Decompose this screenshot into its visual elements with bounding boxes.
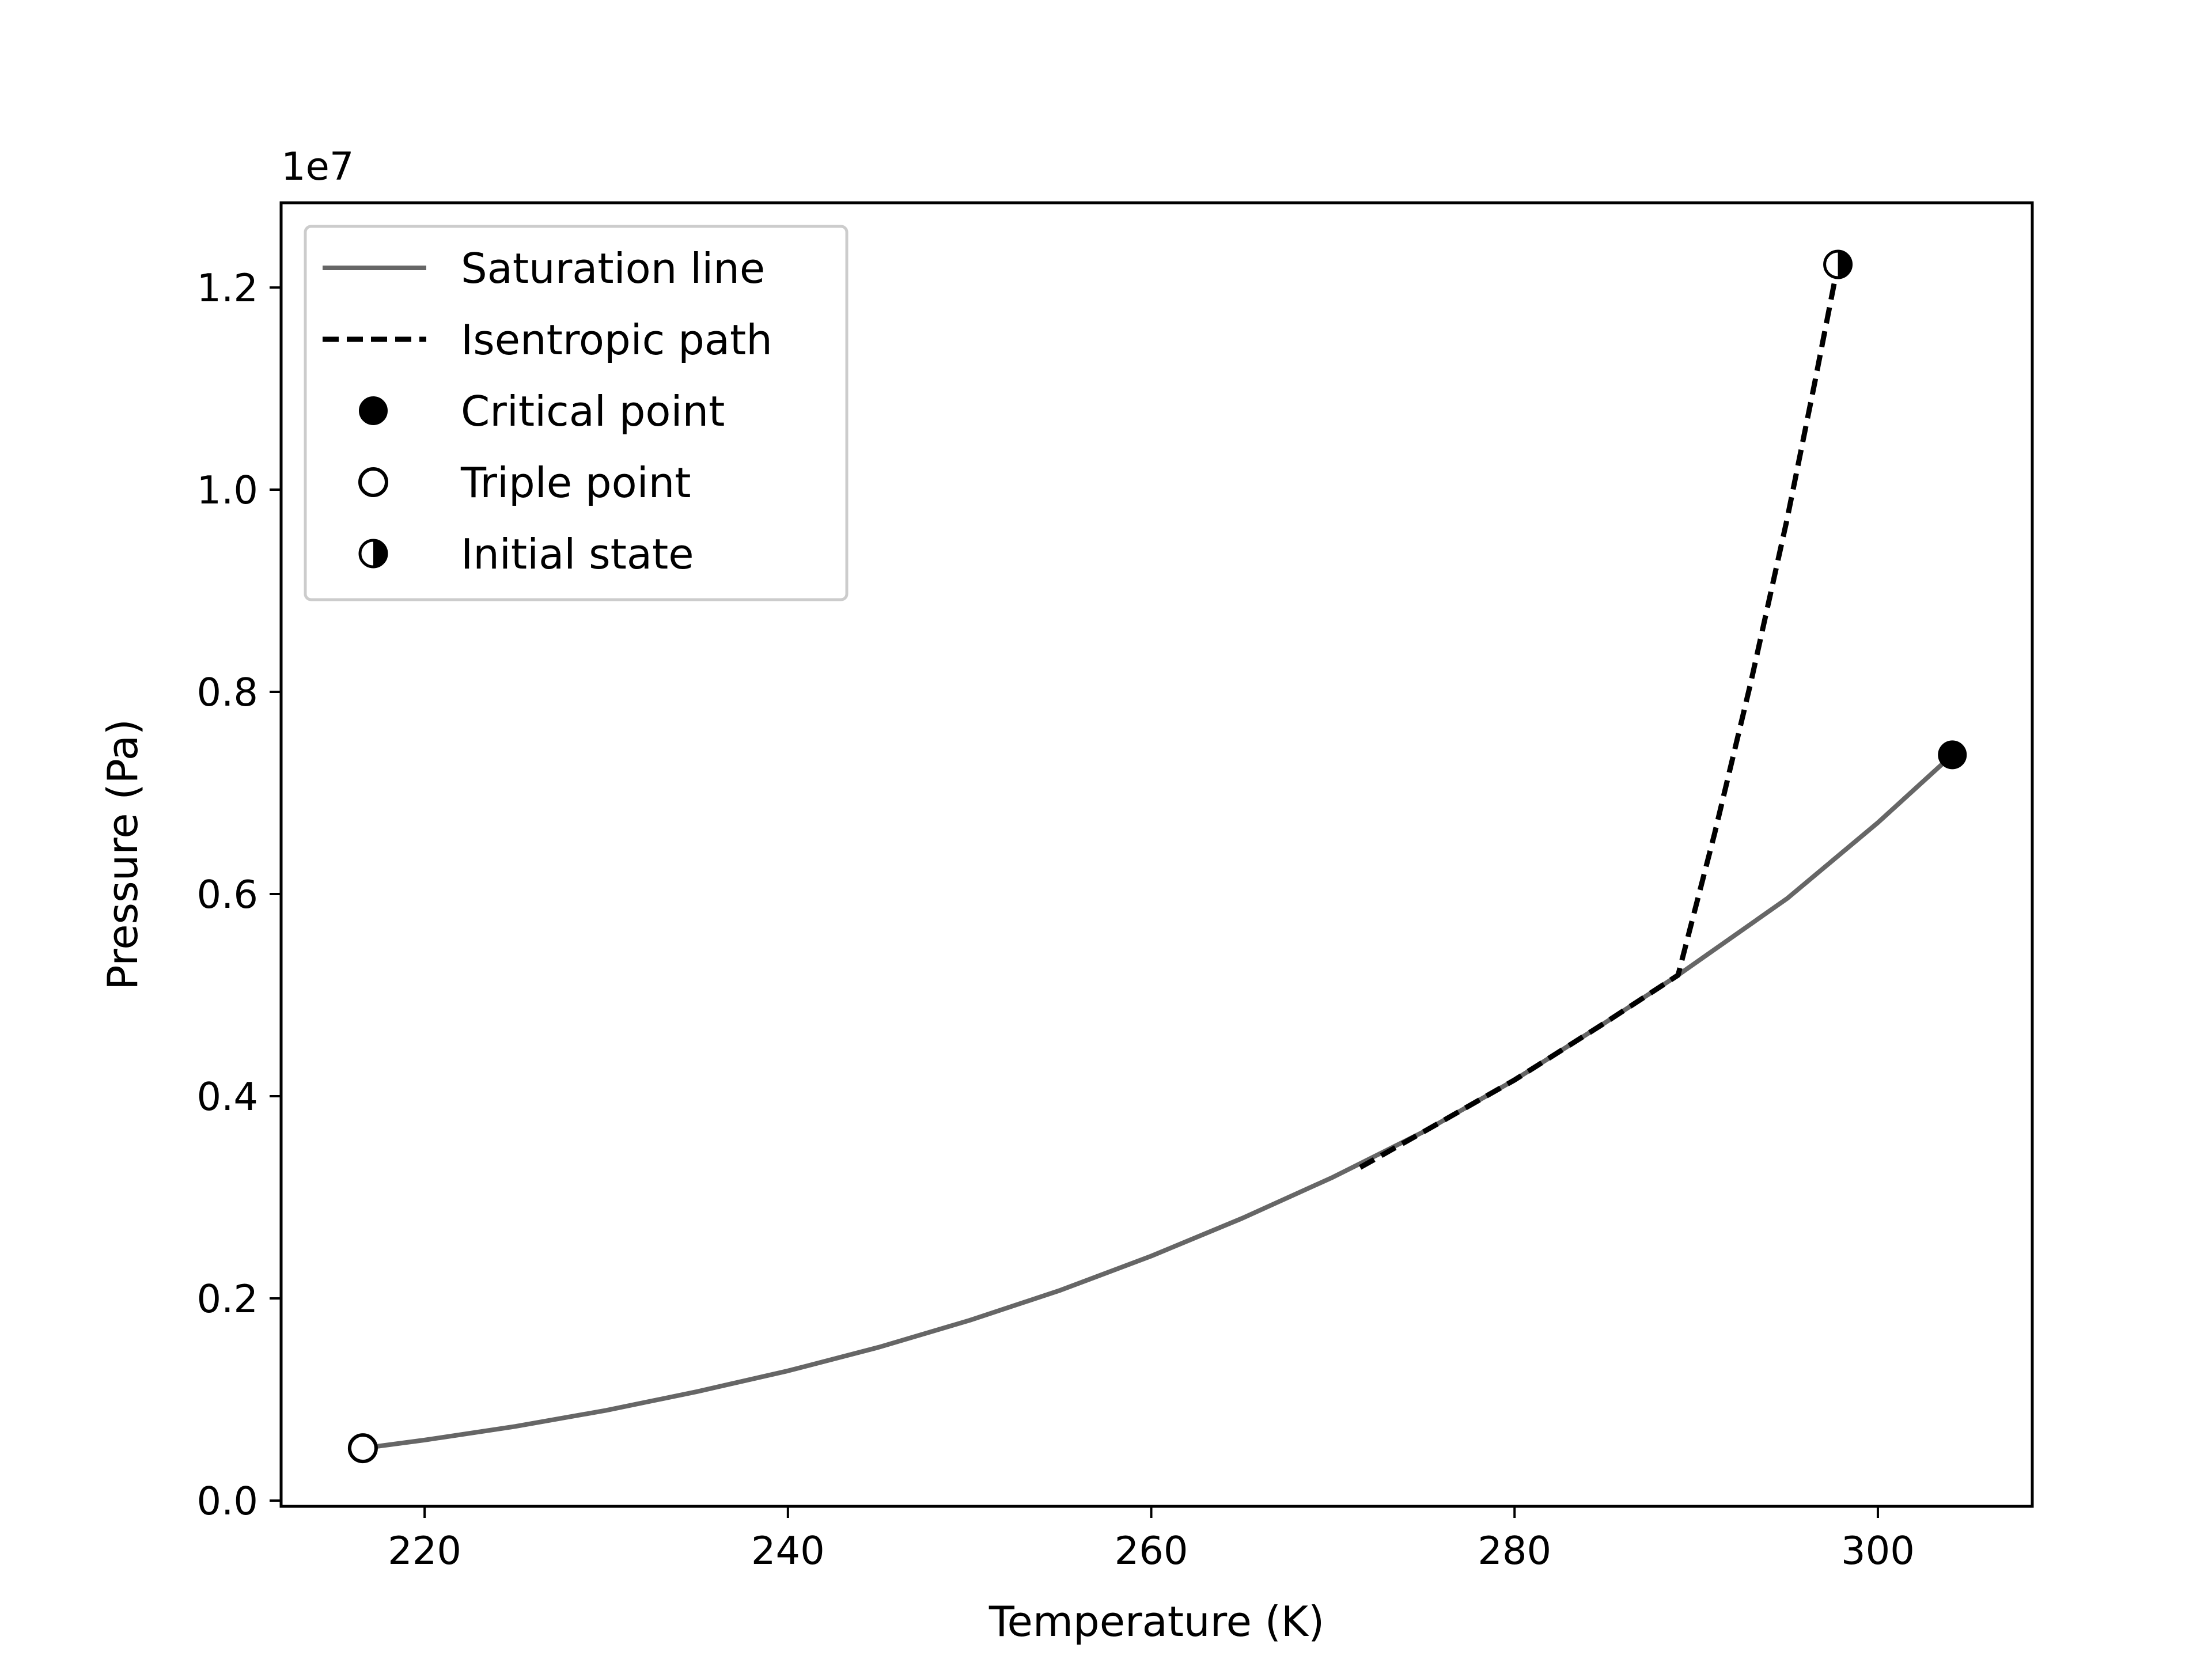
legend-entry-critical-point: Critical point — [359, 387, 725, 435]
legend-label: Saturation line — [461, 244, 765, 293]
legend-label: Initial state — [461, 530, 694, 578]
y-tick-label: 1.0 — [196, 468, 258, 513]
x-tick-label: 300 — [1841, 1528, 1915, 1573]
y-axis-label: Pressure (Pa) — [99, 719, 147, 990]
y-tick-label: 0.0 — [196, 1479, 258, 1524]
point-critical-point — [1938, 740, 1967, 770]
plot-area — [347, 249, 1967, 1464]
axes: 220 240 260 280 300 0.0 0.2 0.4 0.6 0.8 1.0 1.2 — [196, 201, 2034, 1573]
y-tick-label: 0.8 — [196, 670, 258, 715]
marker-fill — [359, 396, 388, 425]
marker-ring — [358, 467, 388, 497]
marker-ring — [347, 1433, 378, 1464]
legend-marker — [358, 467, 388, 497]
legend-label: Isentropic path — [461, 316, 772, 364]
y-tick-label: 0.2 — [196, 1277, 258, 1321]
legend-entry-triple-point: Triple point — [358, 459, 691, 507]
x-tick-label: 260 — [1115, 1528, 1188, 1573]
legend-marker — [359, 396, 388, 425]
point-initial-state — [1823, 249, 1853, 279]
x-tick-label: 220 — [388, 1528, 461, 1573]
series-line-isentropic-path — [1358, 264, 1841, 1170]
legend-entry-isentropic-path: Isentropic path — [323, 316, 772, 364]
marker-fill — [1938, 740, 1967, 770]
point-triple-point — [347, 1433, 378, 1464]
legend-box — [304, 225, 849, 601]
legend-entry-saturation-line: Saturation line — [323, 244, 765, 293]
y-tick-label: 0.4 — [196, 1074, 258, 1119]
x-tick-label: 280 — [1478, 1528, 1551, 1573]
plot-frame — [279, 201, 2034, 1508]
legend-marker — [358, 539, 388, 569]
y-offset-label: 1e7 — [281, 144, 354, 189]
x-tick-label: 240 — [751, 1528, 825, 1573]
y-tick-label: 0.6 — [196, 872, 258, 917]
marker-half-fill — [373, 540, 387, 567]
y-tick-label: 1.2 — [196, 266, 258, 310]
legend-label: Critical point — [461, 387, 725, 435]
x-axis-label: Temperature (K) — [988, 1597, 1324, 1646]
legend-entry-initial-state: Initial state — [358, 530, 694, 578]
marker-half-fill — [1838, 251, 1851, 278]
legend-label: Triple point — [460, 459, 691, 507]
legend: Saturation line Isentropic path Critical p… — [304, 225, 849, 601]
